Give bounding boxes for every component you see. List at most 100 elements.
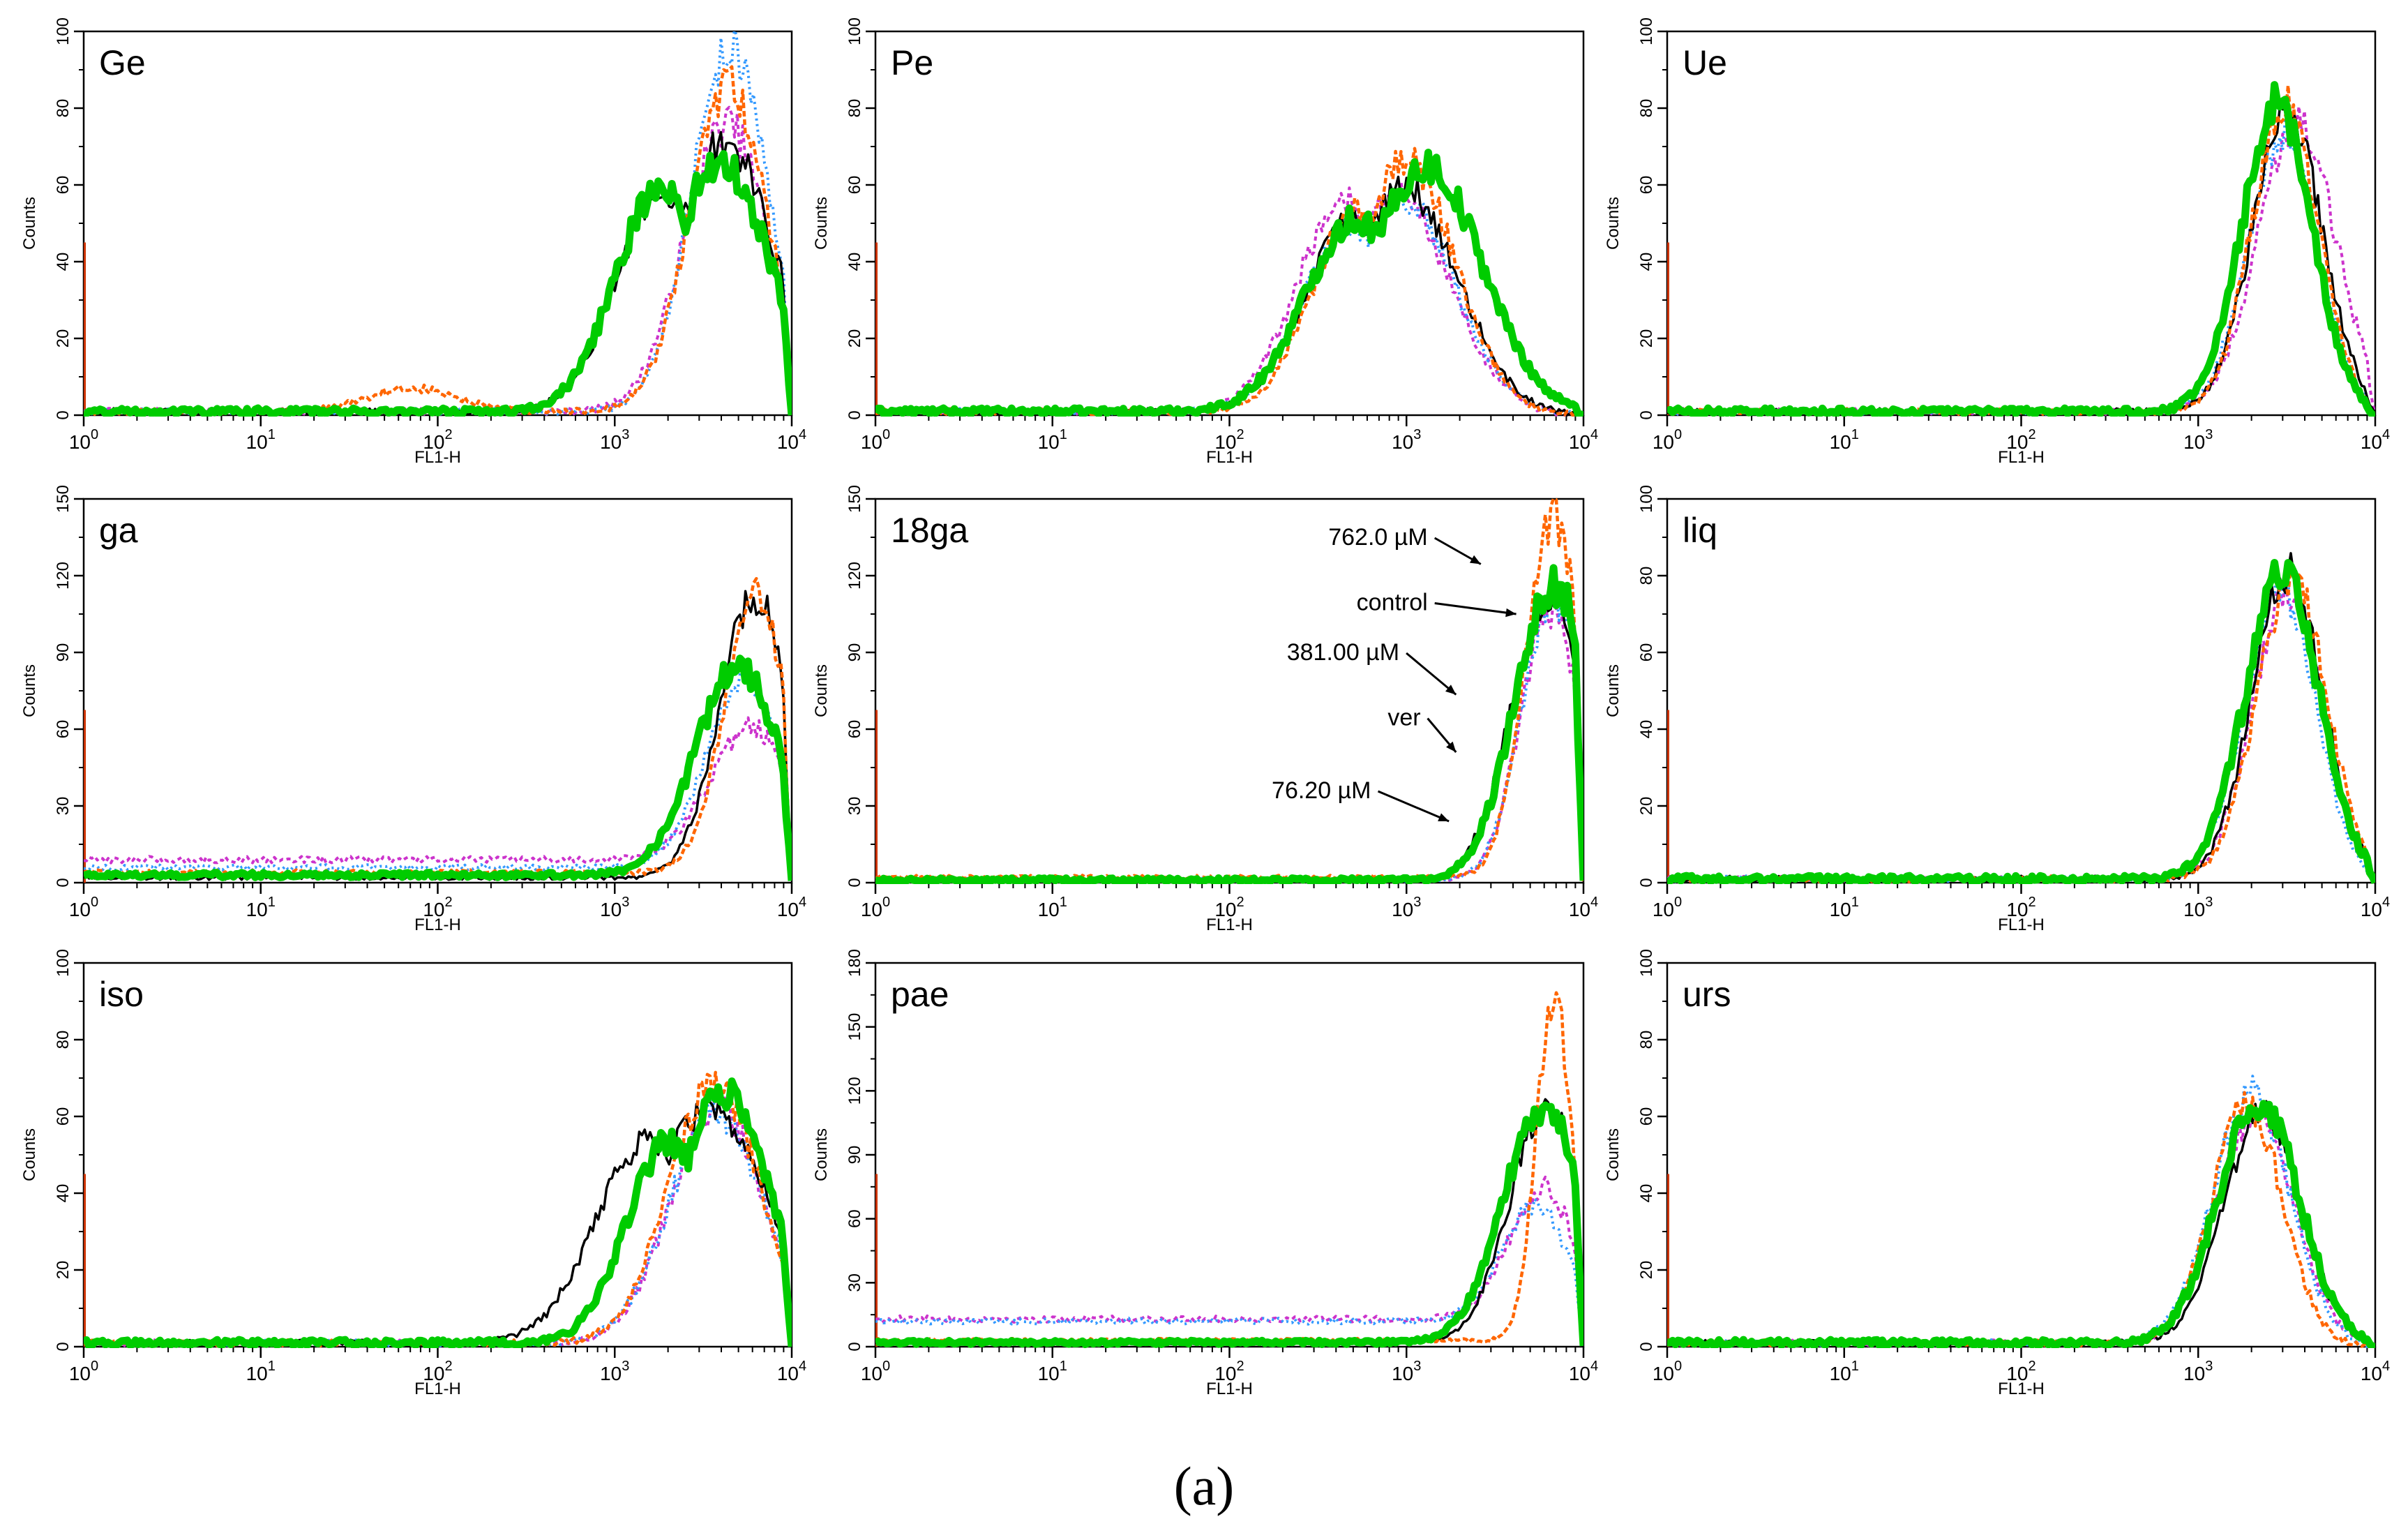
y-tick-label: 0 <box>845 1342 864 1351</box>
y-tick-label: 0 <box>845 410 864 419</box>
series-line-76-20-m <box>1667 1103 2375 1348</box>
y-tick-label: 80 <box>1637 1031 1656 1049</box>
series-line-381-00-m <box>875 189 1583 417</box>
y-tick-label: 20 <box>54 1261 73 1280</box>
x-tick-label: 100 <box>1653 427 1682 453</box>
series-group <box>875 498 1583 884</box>
y-tick-label: 60 <box>1637 1107 1656 1126</box>
series-line-762-0-m <box>84 576 792 880</box>
x-tick-label: 101 <box>1830 427 1859 453</box>
x-tick-label: 104 <box>777 895 806 920</box>
y-tick-label: 120 <box>845 562 864 590</box>
series-group <box>875 991 1583 1348</box>
y-axis-label: Counts <box>812 197 831 250</box>
series-group <box>1667 81 2375 417</box>
y-tick-label: 60 <box>54 720 73 739</box>
x-tick-label: 100 <box>69 895 98 920</box>
x-tick-label: 100 <box>69 1359 98 1384</box>
y-tick-label: 20 <box>1637 329 1656 348</box>
annotation-arrow <box>1406 652 1457 696</box>
x-tick-label: 104 <box>1569 895 1598 920</box>
plot-frame <box>82 498 793 884</box>
panel-liq: 100 101 102 103 104FL1-H020406080100Countsli… <box>1604 485 2390 934</box>
series-group <box>84 30 792 417</box>
series-line-ver <box>1667 81 2375 417</box>
x-tick-label: 101 <box>1830 1359 1859 1384</box>
series-line-381-00-m <box>84 1098 792 1347</box>
x-tick-label: 103 <box>2183 895 2213 920</box>
y-axis-label: Counts <box>1604 197 1623 250</box>
series-line-76-20-m <box>1667 105 2375 416</box>
arrow-head <box>1446 741 1457 752</box>
x-tick-label: 103 <box>600 1359 629 1384</box>
x-axis-label: FL1-H <box>414 1379 461 1398</box>
x-tick-label: 101 <box>246 895 276 920</box>
series-line-control <box>875 175 1583 417</box>
y-tick-label: 40 <box>1637 253 1656 271</box>
x-tick-label: 104 <box>2361 895 2390 920</box>
y-tick-label: 100 <box>1637 17 1656 45</box>
y-tick-label: 30 <box>54 797 73 816</box>
y-axis-label: Counts <box>20 664 39 717</box>
y-tick-label: 90 <box>845 1146 864 1165</box>
panel-title: urs <box>1683 975 1731 1014</box>
y-tick-label: 60 <box>845 720 864 739</box>
x-tick-label: 104 <box>777 427 806 453</box>
x-tick-label: 103 <box>1392 1359 1421 1384</box>
x-tick-label: 104 <box>1569 427 1598 453</box>
x-tick-label: 103 <box>600 895 629 920</box>
x-tick-label: 104 <box>777 1359 806 1384</box>
y-tick-label: 20 <box>845 329 864 348</box>
y-axis-label: Counts <box>20 197 39 250</box>
x-tick-label: 103 <box>2183 1359 2213 1384</box>
panel-title: Ue <box>1683 43 1727 82</box>
y-tick-label: 120 <box>845 1077 864 1105</box>
figure-caption: (a) <box>1173 1456 1235 1516</box>
series-line-control <box>84 130 792 416</box>
x-tick-label: 101 <box>1038 895 1067 920</box>
annotation-76-20-m: 76.20 µM <box>1272 777 1371 804</box>
series-group <box>1667 1075 2375 1348</box>
plot-frame <box>874 30 1585 417</box>
series-group <box>875 147 1583 417</box>
series-line-76-20-m <box>84 105 792 416</box>
x-axis-label: FL1-H <box>1206 915 1253 934</box>
y-tick-label: 80 <box>1637 567 1656 585</box>
x-tick-label: 100 <box>1653 1359 1682 1384</box>
y-tick-label: 150 <box>845 485 864 513</box>
x-axis-label: FL1-H <box>1998 1379 2045 1398</box>
y-tick-label: 100 <box>54 17 73 45</box>
panel-title: ga <box>99 511 138 550</box>
y-axis-label: Counts <box>20 1128 39 1181</box>
x-tick-label: 101 <box>1038 1359 1067 1384</box>
annotation-control: control <box>1357 590 1428 616</box>
series-line-762-0-m <box>1667 84 2375 417</box>
x-tick-label: 100 <box>1653 895 1682 920</box>
series-line-381-00-m <box>1667 116 2375 417</box>
series-group <box>1667 552 2375 884</box>
x-axis-label: FL1-H <box>414 448 461 467</box>
y-tick-label: 0 <box>1637 878 1656 887</box>
annotation-ver: ver <box>1387 705 1420 731</box>
y-tick-label: 90 <box>54 643 73 662</box>
series-line-762-0-m <box>875 147 1583 417</box>
panel-ga: 100 101 102 103 104FL1-H0306090120150Countsg… <box>20 485 806 934</box>
y-axis-label: Counts <box>1604 1128 1623 1181</box>
annotation-arrow <box>1377 790 1450 823</box>
x-tick-label: 100 <box>69 427 98 453</box>
panel-title: Pe <box>891 43 933 82</box>
x-axis-label: FL1-H <box>1206 448 1253 467</box>
y-tick-label: 30 <box>845 797 864 816</box>
x-tick-label: 103 <box>2183 427 2213 453</box>
x-axis-label: FL1-H <box>1206 1379 1253 1398</box>
y-tick-label: 100 <box>1637 949 1656 977</box>
y-axis-label: Counts <box>812 664 831 717</box>
series-line-control <box>1667 552 2375 883</box>
y-tick-label: 100 <box>845 17 864 45</box>
x-tick-label: 101 <box>1038 427 1067 453</box>
y-tick-label: 150 <box>845 1013 864 1041</box>
y-tick-label: 180 <box>845 949 864 977</box>
series-line-76-20-m <box>1667 578 2375 883</box>
y-axis-label: Counts <box>812 1128 831 1181</box>
